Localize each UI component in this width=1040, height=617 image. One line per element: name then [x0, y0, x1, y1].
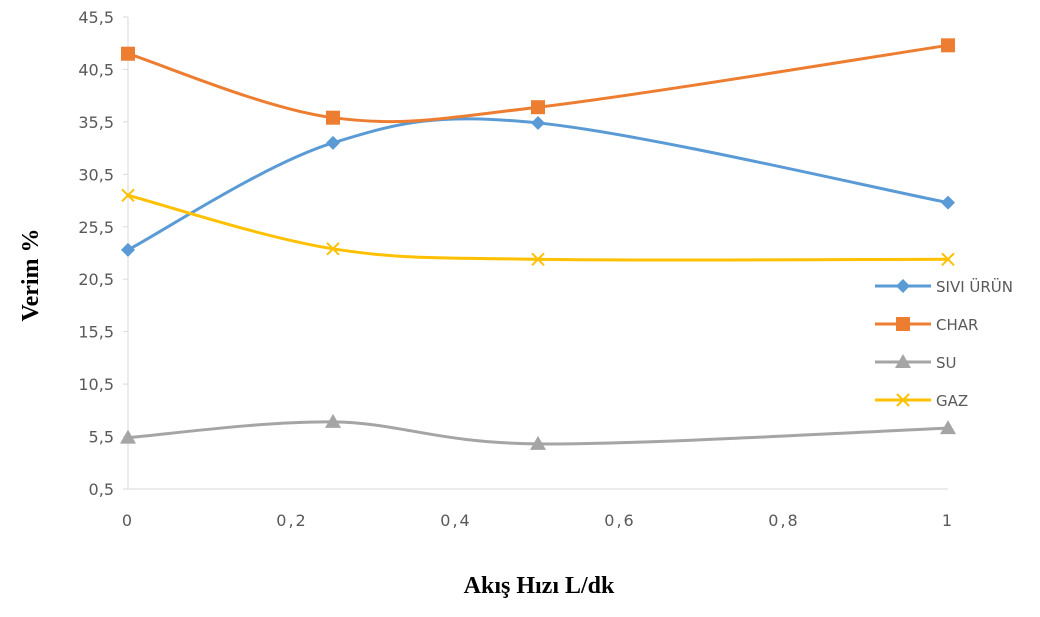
- y-tick-label: 20,5: [78, 270, 114, 289]
- data-point-gaz: [531, 252, 545, 267]
- series-su: [120, 413, 956, 450]
- y-tick-label: 15,5: [78, 323, 114, 342]
- y-tick-label: 45,5: [78, 8, 114, 27]
- series-line-char: [126, 43, 950, 124]
- y-tick-label: 10,5: [78, 375, 114, 394]
- data-point-char: [941, 38, 955, 53]
- x-tick-label: 0,6: [604, 511, 635, 530]
- series-line-su: [126, 420, 950, 446]
- legend-item-su: SU: [875, 354, 957, 372]
- legend-label-char: CHAR: [936, 316, 978, 334]
- data-point-gaz: [941, 252, 955, 267]
- legend-item-sivi-r-n: SIVI ÜRÜN: [875, 277, 1013, 296]
- data-point-char: [326, 110, 340, 125]
- y-tick-label: 35,5: [78, 113, 114, 132]
- data-point-sivi-r-n: [326, 135, 340, 150]
- series-line-gaz: [126, 193, 950, 262]
- data-point-su: [940, 420, 956, 435]
- data-point-char: [121, 46, 135, 61]
- legend-marker-gaz: [896, 393, 910, 407]
- y-tick-label: 5,5: [89, 428, 114, 447]
- legend-item-gaz: GAZ: [875, 392, 968, 410]
- y-tick-label: 0,5: [89, 480, 114, 499]
- legend-marker-char: [896, 317, 910, 331]
- legend-label-gaz: GAZ: [936, 392, 968, 410]
- series-gaz: [121, 188, 955, 267]
- data-point-char: [531, 100, 545, 115]
- series-lines: [120, 38, 956, 450]
- y-tick-label: 30,5: [78, 165, 114, 184]
- legend-item-char: CHAR: [875, 316, 978, 334]
- legend-label-su: SU: [936, 354, 957, 372]
- series-line-sivi-r-n: [126, 117, 950, 252]
- data-point-gaz: [326, 242, 340, 256]
- y-axis-title: Verim %: [18, 228, 44, 321]
- y-tick-label: 25,5: [78, 218, 114, 237]
- x-tick-label: 0,4: [440, 511, 471, 530]
- legend-label-sivi-r-n: SIVI ÜRÜN: [936, 277, 1013, 296]
- x-tick-label: 0: [122, 511, 134, 530]
- legend-marker-su: [895, 354, 911, 368]
- data-point-sivi-r-n: [121, 242, 135, 257]
- data-point-sivi-r-n: [531, 115, 545, 130]
- series-sivi-r-n: [121, 115, 955, 257]
- data-point-gaz: [121, 188, 135, 203]
- legend: SIVI ÜRÜN CHAR SU GAZ: [875, 277, 1013, 410]
- axes: 0,5 5,5 10,5 15,5 20,5 25,5 30,5 35,5 40,5 45,5 0 0…: [78, 8, 954, 530]
- data-point-su: [325, 413, 341, 428]
- x-tick-label: 1: [942, 511, 954, 530]
- x-axis-title: Akış Hızı L/dk: [464, 573, 615, 599]
- x-tick-label: 0,8: [768, 511, 799, 530]
- data-point-sivi-r-n: [941, 195, 955, 210]
- legend-marker-sivi-r-n: [896, 279, 910, 293]
- y-tick-label: 40,5: [78, 60, 114, 79]
- series-char: [121, 38, 955, 125]
- x-tick-label: 0,2: [276, 511, 307, 530]
- data-point-su: [120, 429, 136, 444]
- data-point-su: [530, 435, 546, 450]
